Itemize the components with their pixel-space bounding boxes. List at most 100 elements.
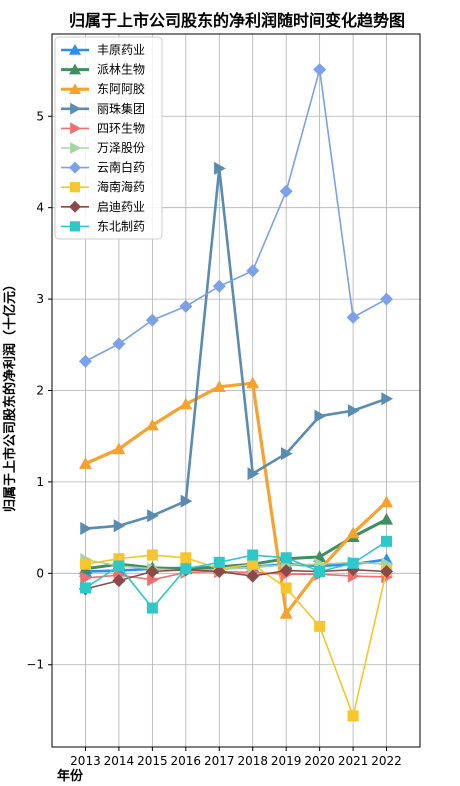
data-point-marker <box>147 509 159 523</box>
y-tick-label: 3 <box>36 292 44 306</box>
data-point-marker <box>279 564 293 578</box>
x-tick-label: 2020 <box>304 754 335 768</box>
chart-title: 归属于上市公司股东的净利润随时间变化趋势图 <box>69 11 405 30</box>
data-point-marker <box>113 553 125 565</box>
legend-swatch-marker <box>69 63 81 75</box>
series-layer <box>78 63 394 722</box>
legend-label: 东阿阿胶 <box>97 81 145 96</box>
data-point-marker <box>145 313 159 327</box>
series-group <box>78 376 394 619</box>
legend-swatch-marker <box>70 102 81 115</box>
data-point-marker <box>247 549 259 561</box>
data-point-marker <box>145 564 159 578</box>
data-point-marker <box>280 447 293 461</box>
legend-swatch-marker <box>69 221 81 232</box>
series-group <box>79 535 393 614</box>
data-point-marker <box>179 299 193 313</box>
data-point-marker <box>313 63 327 77</box>
data-point-marker <box>145 418 159 431</box>
legend-swatch-marker <box>70 122 81 135</box>
legend-box <box>54 36 163 240</box>
legend-label: 四环生物 <box>97 121 145 135</box>
x-axis-label: 年份 <box>57 768 84 784</box>
legend-label: 海南海药 <box>97 179 145 194</box>
data-point-marker <box>112 574 126 588</box>
data-point-marker <box>78 457 92 469</box>
y-tick-label: −1 <box>26 658 44 672</box>
data-point-marker <box>381 392 394 406</box>
series-group <box>78 63 394 368</box>
data-point-marker <box>246 569 260 583</box>
y-tick-label: 5 <box>36 109 44 123</box>
series-line <box>85 554 388 717</box>
data-point-marker <box>279 607 293 619</box>
data-point-marker <box>78 354 92 368</box>
data-point-marker <box>180 552 192 564</box>
series-line <box>85 518 388 571</box>
data-point-marker <box>113 560 125 572</box>
data-point-marker <box>380 495 394 508</box>
data-point-marker <box>314 409 327 423</box>
x-tick-label: 2022 <box>371 754 402 768</box>
legend-swatch-marker <box>69 200 81 213</box>
data-point-marker <box>246 376 260 389</box>
data-point-marker <box>247 558 259 570</box>
series-line <box>85 568 387 590</box>
axis-ticks: 2013 2014 2015 2016 2017 2018 2019 2020 2021 2022… <box>26 109 402 768</box>
x-tick-label: 2017 <box>204 754 235 768</box>
y-tick-label: 2 <box>36 384 44 398</box>
legend-label: 丽珠集团 <box>97 101 145 116</box>
series-line <box>85 570 387 581</box>
x-tick-label: 2015 <box>137 754 168 768</box>
legend-label: 东北制药 <box>97 219 145 233</box>
legend-swatch-marker <box>69 44 81 55</box>
data-point-marker <box>212 380 226 393</box>
data-point-marker <box>180 494 193 508</box>
data-point-marker <box>112 442 126 455</box>
data-point-marker <box>179 397 193 410</box>
data-point-marker <box>79 582 91 594</box>
data-point-marker <box>214 161 226 175</box>
series-line <box>85 540 387 609</box>
data-point-marker <box>79 558 91 570</box>
series-line <box>85 167 387 530</box>
data-point-marker <box>113 519 126 533</box>
series-line <box>85 68 387 362</box>
data-point-marker <box>279 184 293 198</box>
series-line <box>84 381 388 616</box>
y-axis-label: 归属于上市公司股东的净利润（十亿元） <box>2 278 18 512</box>
y-tick-label: 0 <box>36 566 44 580</box>
data-point-marker <box>146 602 158 614</box>
data-point-marker <box>346 310 360 324</box>
data-point-marker <box>147 573 159 587</box>
legend-swatch-marker <box>69 182 81 193</box>
legend-label: 启迪药业 <box>97 200 145 214</box>
data-point-marker <box>212 564 226 578</box>
data-point-marker <box>280 552 292 564</box>
y-tick-label: 1 <box>36 475 44 489</box>
data-point-marker <box>246 264 260 278</box>
data-point-marker <box>314 565 326 578</box>
data-point-marker <box>180 563 192 575</box>
x-tick-label: 2013 <box>70 754 101 768</box>
series-group <box>78 563 394 596</box>
data-point-marker <box>112 337 126 351</box>
legend-label: 派林生物 <box>97 63 145 77</box>
legend-swatch-marker <box>69 161 81 174</box>
x-tick-label: 2021 <box>338 754 369 768</box>
data-point-marker <box>381 535 393 547</box>
data-point-marker <box>347 557 359 569</box>
legend-swatch-marker <box>70 142 81 154</box>
x-tick-label: 2019 <box>271 754 302 768</box>
data-point-marker <box>346 526 360 539</box>
data-point-marker <box>380 292 394 306</box>
series-line <box>85 558 387 572</box>
legend-swatch-marker <box>69 83 81 94</box>
x-tick-label: 2014 <box>104 754 135 768</box>
data-point-marker <box>247 467 260 481</box>
data-point-marker <box>80 522 92 536</box>
x-tick-label: 2016 <box>171 754 202 768</box>
data-point-marker <box>280 582 292 594</box>
legend-label: 丰原药业 <box>97 43 145 57</box>
